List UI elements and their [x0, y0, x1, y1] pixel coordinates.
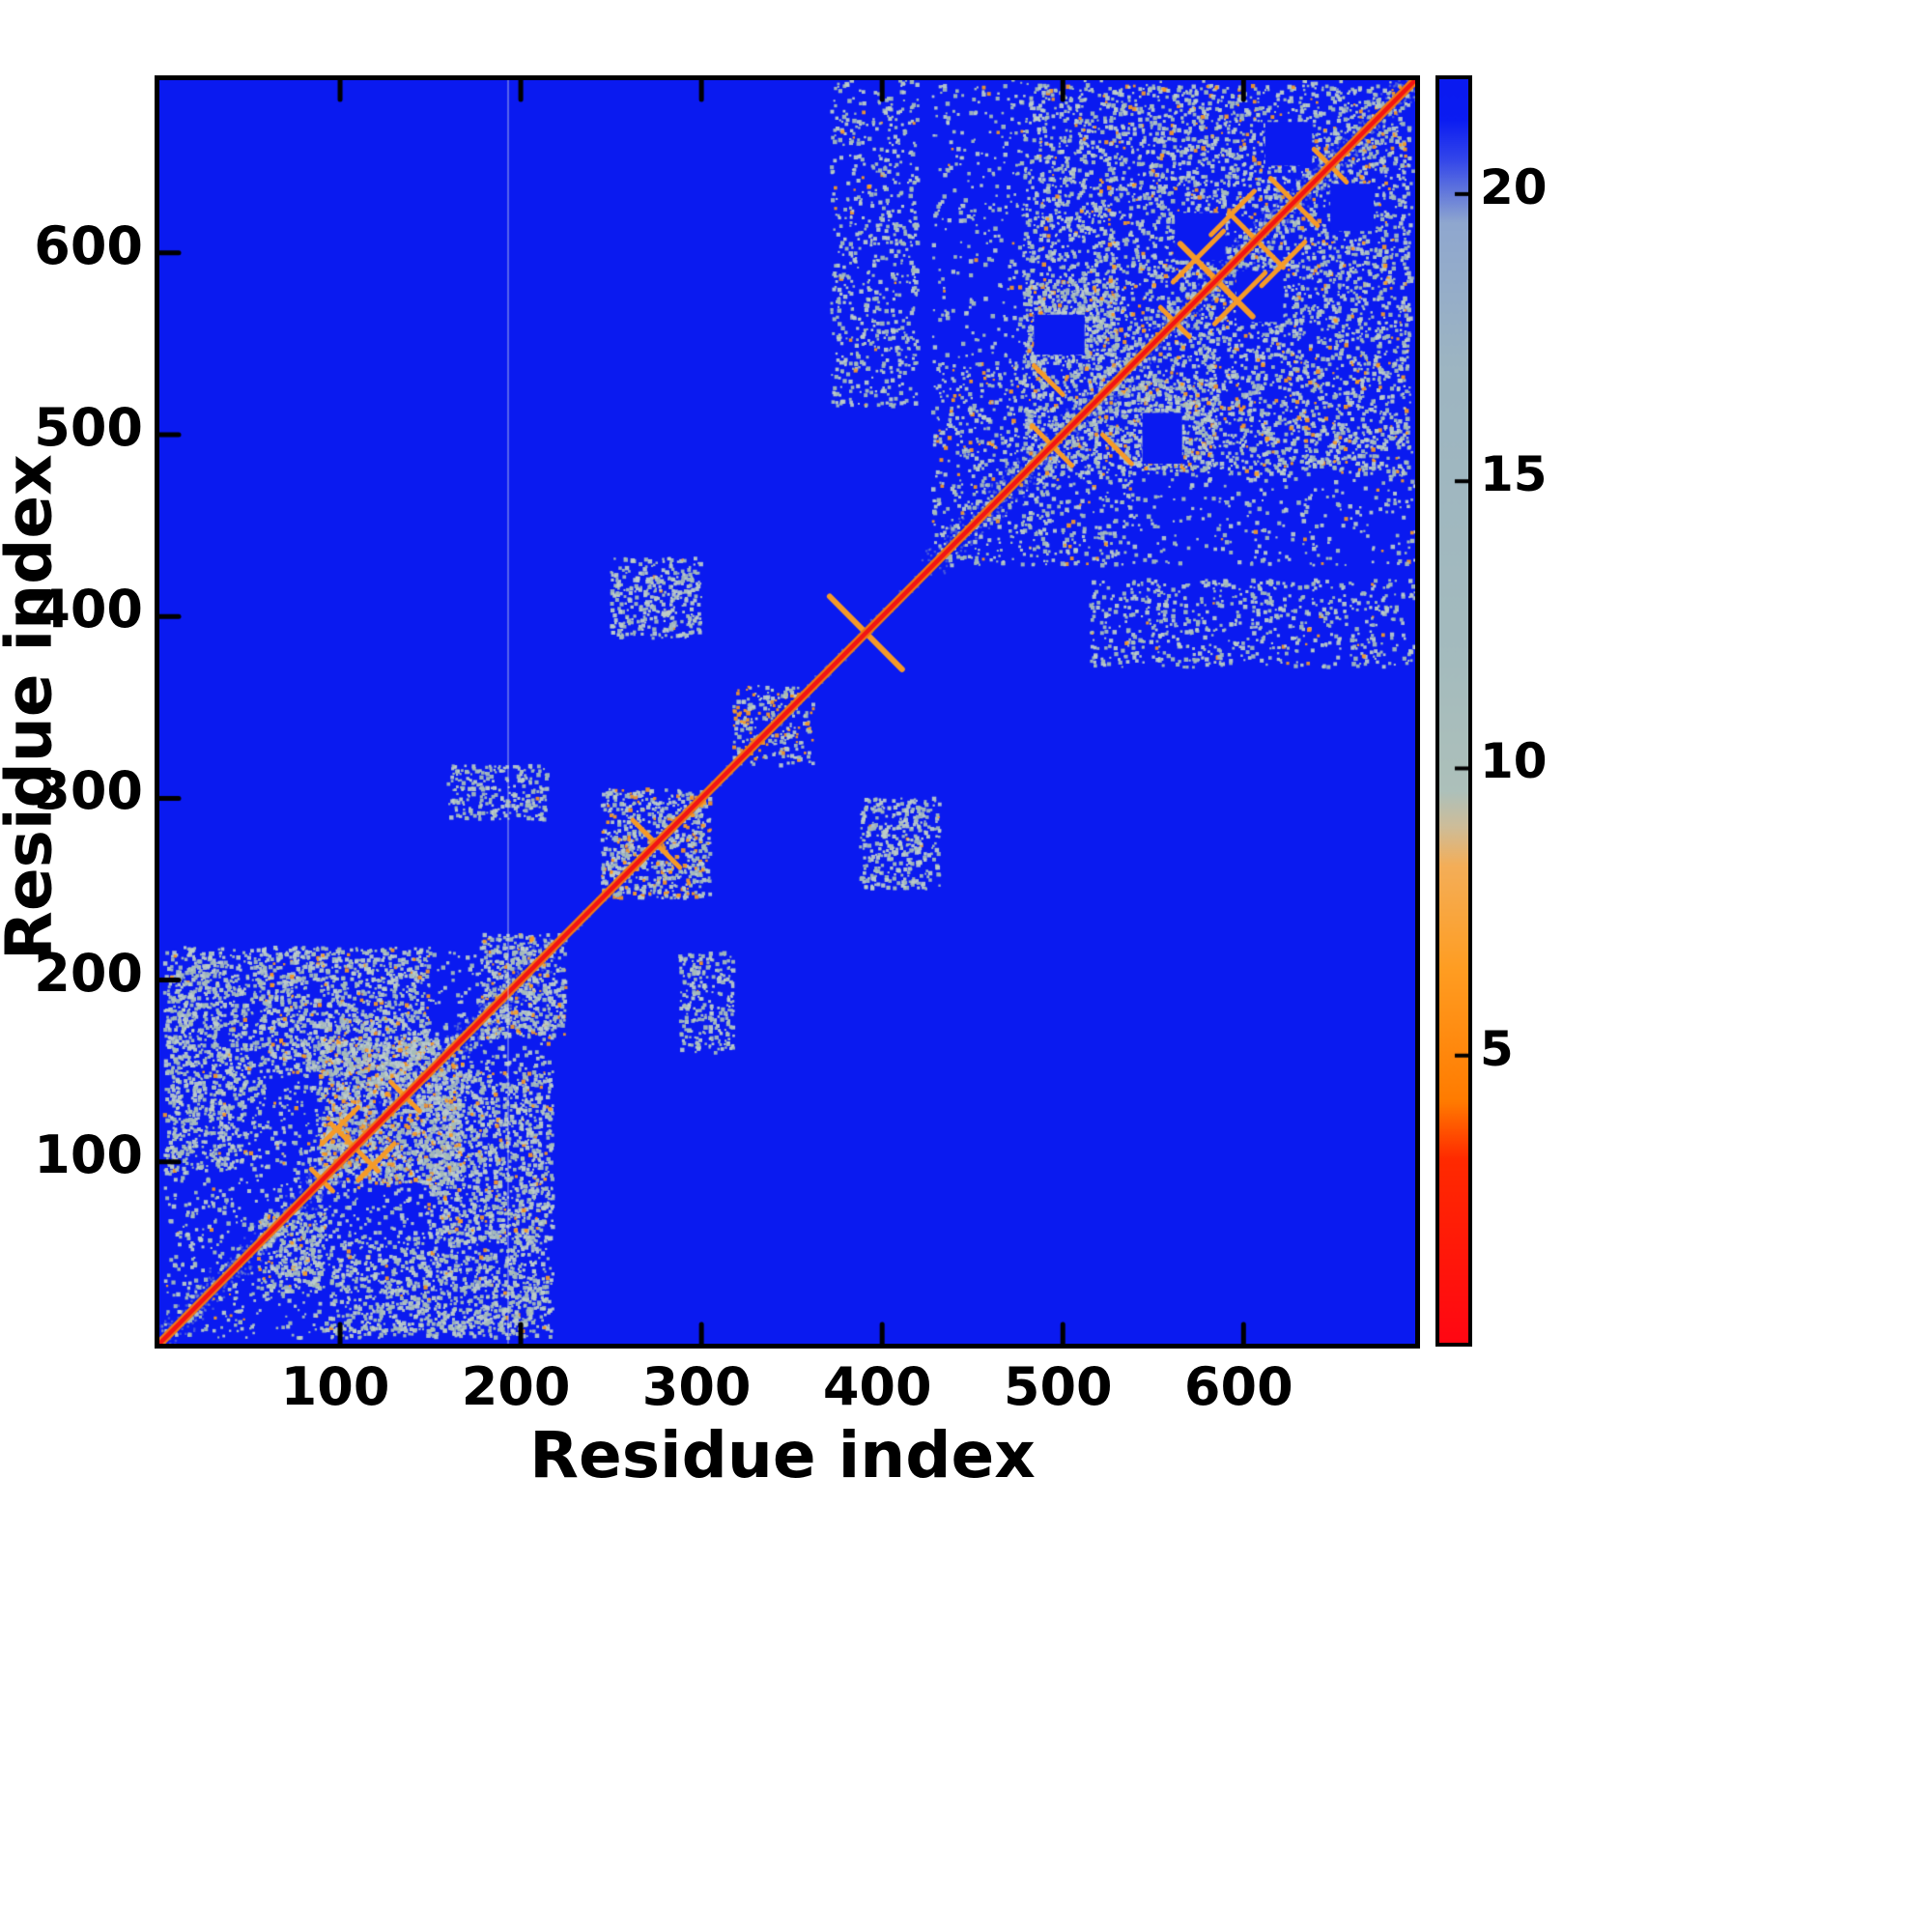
- y-tick-label: 500: [34, 396, 143, 458]
- y-tick-label: 400: [34, 579, 143, 640]
- x-tick-label: 100: [280, 1356, 390, 1417]
- x-tick-label: 500: [1003, 1356, 1113, 1417]
- plot-area: [155, 75, 1420, 1349]
- colorbar-tick-label: 20: [1480, 158, 1548, 215]
- colorbar: [1435, 75, 1472, 1347]
- x-axis-title: Residue index: [529, 1418, 1036, 1492]
- x-tick-label: 600: [1183, 1356, 1293, 1417]
- x-tick-label: 200: [461, 1356, 571, 1417]
- x-tick-label: 300: [641, 1356, 752, 1417]
- y-tick-label: 100: [34, 1123, 143, 1185]
- y-tick-label: 300: [34, 760, 143, 822]
- colorbar-gradient-canvas: [1439, 79, 1468, 1343]
- y-tick-label: 200: [34, 942, 143, 1004]
- heatmap-canvas: [159, 80, 1415, 1344]
- colorbar-tick-label: 5: [1480, 1020, 1514, 1077]
- colorbar-tick-label: 15: [1480, 446, 1548, 503]
- colorbar-tick-label: 10: [1480, 733, 1548, 790]
- x-tick-label: 400: [822, 1356, 932, 1417]
- y-tick-label: 600: [34, 214, 143, 276]
